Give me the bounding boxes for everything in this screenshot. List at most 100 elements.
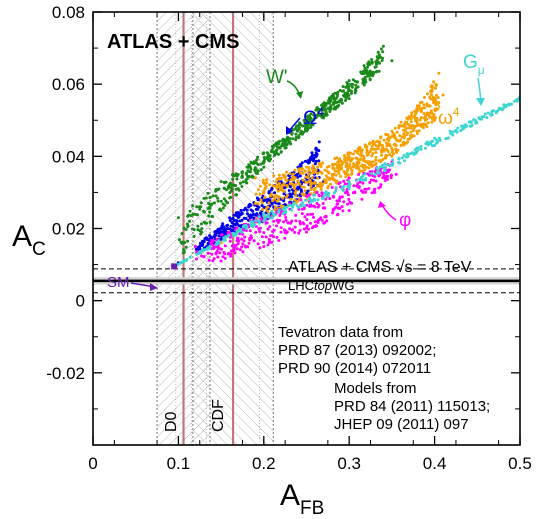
data-point [421, 122, 425, 126]
data-point [483, 112, 487, 116]
data-point [256, 188, 260, 192]
data-point [299, 188, 303, 192]
data-point [334, 169, 338, 173]
sm-label: SM [107, 274, 130, 291]
data-point [345, 158, 349, 162]
data-point [247, 241, 251, 245]
data-point [342, 89, 345, 93]
data-point [277, 239, 281, 242]
arrow-head-phi [378, 201, 386, 208]
data-point [259, 162, 263, 166]
data-point [356, 85, 360, 89]
data-point [364, 178, 368, 182]
data-point [332, 207, 336, 211]
data-point [270, 186, 274, 190]
data-point [277, 142, 281, 146]
data-point [291, 172, 295, 176]
data-point [404, 127, 408, 130]
data-point [207, 214, 211, 218]
data-point [332, 97, 336, 101]
data-point [316, 176, 320, 180]
data-point [264, 221, 268, 225]
data-point [389, 173, 393, 177]
data-point [270, 209, 274, 213]
data-point [289, 197, 293, 201]
data-point [399, 144, 403, 148]
data-point [250, 174, 254, 178]
data-point [267, 191, 271, 195]
data-point [181, 240, 185, 244]
data-point [285, 205, 289, 209]
data-point [260, 218, 263, 222]
data-point [269, 199, 272, 203]
data-point [426, 121, 430, 125]
data-point [298, 229, 302, 232]
data-point [396, 139, 400, 143]
data-point [337, 171, 341, 175]
data-point [271, 199, 275, 203]
x-tick-label: 0.2 [252, 454, 276, 473]
data-point [219, 199, 223, 203]
data-point [254, 158, 258, 162]
data-point [438, 138, 442, 142]
data-point [273, 153, 276, 157]
data-point [305, 115, 308, 119]
data-point [267, 215, 270, 219]
series-label-omega-upper: Ω4 [303, 105, 324, 129]
data-point [276, 189, 280, 193]
data-point [320, 191, 324, 195]
y-tick-label: 0 [76, 292, 85, 311]
data-point [425, 125, 429, 129]
data-point [334, 189, 338, 193]
data-point [249, 223, 253, 227]
data-point [300, 192, 304, 196]
data-point [222, 197, 226, 201]
data-point [292, 186, 296, 189]
data-point [260, 208, 264, 211]
data-point [347, 79, 351, 83]
data-point [237, 227, 241, 231]
data-point [214, 194, 218, 198]
data-point [224, 228, 228, 231]
data-point [266, 205, 270, 209]
data-point [265, 178, 268, 182]
data-point [281, 207, 285, 211]
data-point [230, 183, 234, 187]
data-point [313, 220, 317, 224]
data-point [184, 245, 188, 249]
data-point [188, 255, 192, 259]
data-point [327, 171, 331, 175]
data-point [292, 177, 296, 181]
data-point [279, 226, 283, 230]
data-point [425, 92, 429, 96]
data-point [202, 209, 205, 213]
data-point [211, 239, 215, 243]
data-point [246, 169, 250, 173]
data-point [217, 187, 221, 191]
data-point [285, 143, 289, 146]
data-point [414, 111, 418, 115]
data-point [383, 162, 387, 166]
data-point [244, 245, 248, 249]
data-point [277, 184, 281, 188]
data-point [266, 227, 270, 231]
data-point [390, 129, 394, 133]
data-point [321, 115, 325, 119]
data-point [370, 60, 374, 64]
data-point [347, 94, 351, 97]
data-point [191, 204, 195, 208]
data-point [309, 183, 313, 187]
data-point [360, 163, 364, 167]
data-point [365, 149, 369, 153]
data-point [389, 176, 393, 180]
data-point [337, 100, 341, 104]
data-point [341, 209, 345, 213]
data-point [402, 136, 406, 139]
data-point [293, 225, 297, 229]
data-point [360, 189, 363, 193]
data-point [227, 251, 231, 255]
data-point [196, 224, 200, 228]
data-point [279, 150, 283, 154]
data-point [363, 172, 367, 176]
data-point [277, 181, 281, 185]
